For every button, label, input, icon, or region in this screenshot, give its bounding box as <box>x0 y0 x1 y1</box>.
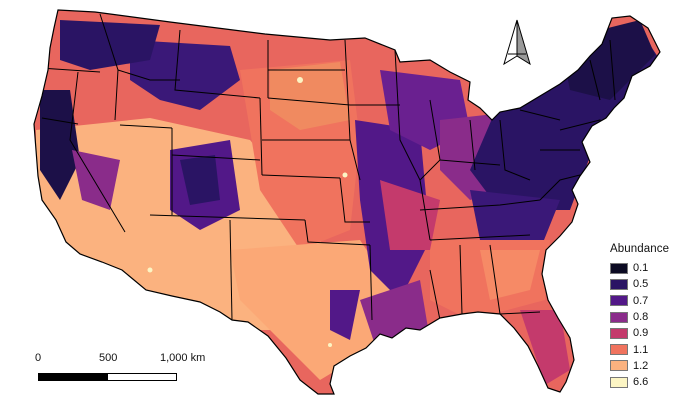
legend-label: 0.1 <box>633 262 649 275</box>
legend-item: 1.1 <box>610 341 676 357</box>
north-arrow-icon <box>503 19 531 66</box>
scale-label-0: 0 <box>35 352 42 364</box>
legend-item: 0.7 <box>610 293 676 309</box>
legend-swatch <box>610 311 628 323</box>
legend-swatch <box>610 360 628 372</box>
legend-label: 1.1 <box>633 343 649 356</box>
legend-item: 1.2 <box>610 358 676 374</box>
scale-label-500: 500 <box>99 352 118 364</box>
legend-item: 0.8 <box>610 309 676 325</box>
legend-swatch <box>610 376 628 388</box>
legend-item: 0.9 <box>610 325 676 341</box>
legend-items: 0.1 0.5 0.7 0.8 0.9 1.1 1.2 6.6 <box>610 260 676 390</box>
legend-swatch <box>610 278 628 290</box>
scale-bar: 0 500 1,000 km <box>35 352 205 386</box>
legend-item: 6.6 <box>610 374 676 390</box>
legend: Abundance 0.1 0.5 0.7 0.8 0.9 1.1 1.2 6.6 <box>610 243 676 390</box>
scale-bar-graphic <box>38 373 177 381</box>
legend-swatch <box>610 327 628 339</box>
scale-bar-dark-segment <box>39 374 108 380</box>
legend-label: 6.6 <box>633 376 649 389</box>
legend-label: 1.2 <box>633 359 649 372</box>
scale-bar-light-segment <box>107 374 176 380</box>
legend-label: 0.9 <box>633 327 649 340</box>
legend-label: 0.7 <box>633 294 649 307</box>
legend-title: Abundance <box>610 243 670 255</box>
legend-item: 0.5 <box>610 276 676 292</box>
legend-swatch <box>610 262 628 274</box>
state-borders <box>39 13 616 321</box>
legend-swatch <box>610 344 628 356</box>
legend-item: 0.1 <box>610 260 676 276</box>
legend-label: 0.5 <box>633 278 649 291</box>
scale-label-1000: 1,000 km <box>160 352 206 364</box>
legend-swatch <box>610 295 628 307</box>
legend-label: 0.8 <box>633 311 649 324</box>
